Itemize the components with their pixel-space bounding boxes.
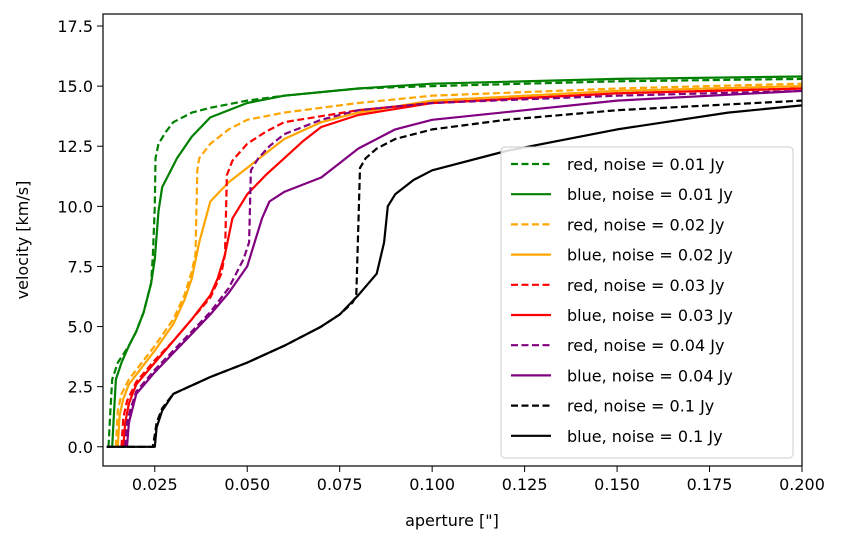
y-tick-label: 0.0 xyxy=(68,438,93,457)
legend-label-3: blue, noise = 0.02 Jy xyxy=(567,246,733,265)
x-tick-label: 0.050 xyxy=(224,475,270,494)
series-line-5 xyxy=(122,87,802,447)
series-layer xyxy=(106,75,802,448)
y-axis-label: velocity [km/s] xyxy=(13,181,32,300)
series-line-3 xyxy=(116,85,802,447)
x-axis-label: aperture ["] xyxy=(405,511,499,530)
x-tick-label: 0.150 xyxy=(594,475,640,494)
legend-label-8: red, noise = 0.1 Jy xyxy=(567,397,714,416)
plot-frame xyxy=(102,13,803,467)
y-axis: 0.0 2.5 5.0 7.5 10.0 12.5 15.0 17.5 xyxy=(57,17,103,457)
x-tick-label: 0.025 xyxy=(132,475,178,494)
series-line-1 xyxy=(111,75,802,447)
x-tick-label: 0.200 xyxy=(779,475,825,494)
y-tick-label: 10.0 xyxy=(57,197,93,216)
legend-label-4: red, noise = 0.03 Jy xyxy=(567,276,724,295)
series-line-0 xyxy=(107,77,802,447)
legend-label-0: red, noise = 0.01 Jy xyxy=(567,155,724,174)
x-tick-label: 0.175 xyxy=(687,475,733,494)
legend-label-6: red, noise = 0.04 Jy xyxy=(567,336,724,355)
x-axis: 0.025 0.050 0.075 0.100 0.125 0.150 0.175 0.200 xyxy=(132,466,825,494)
y-tick-label: 2.5 xyxy=(68,378,93,397)
series-line-7 xyxy=(125,89,802,447)
legend-label-2: red, noise = 0.02 Jy xyxy=(567,215,724,234)
legend-box xyxy=(500,146,794,459)
y-tick-label: 15.0 xyxy=(57,77,93,96)
x-tick-label: 0.125 xyxy=(502,475,548,494)
y-tick-label: 7.5 xyxy=(68,257,93,276)
legend: red, noise = 0.01 Jy blue, noise = 0.01 J… xyxy=(500,146,794,459)
y-tick-label: 17.5 xyxy=(57,17,93,36)
legend-label-5: blue, noise = 0.03 Jy xyxy=(567,306,733,325)
x-tick-label: 0.075 xyxy=(317,475,363,494)
legend-label-9: blue, noise = 0.1 Jy xyxy=(567,427,723,446)
y-tick-label: 12.5 xyxy=(57,137,93,156)
legend-label-1: blue, noise = 0.01 Jy xyxy=(567,185,733,204)
series-line-9 xyxy=(106,104,802,448)
series-line-2 xyxy=(114,82,802,447)
y-tick-label: 5.0 xyxy=(68,318,93,337)
series-line-6 xyxy=(124,89,802,447)
legend-label-7: blue, noise = 0.04 Jy xyxy=(567,366,733,385)
x-tick-label: 0.100 xyxy=(409,475,455,494)
